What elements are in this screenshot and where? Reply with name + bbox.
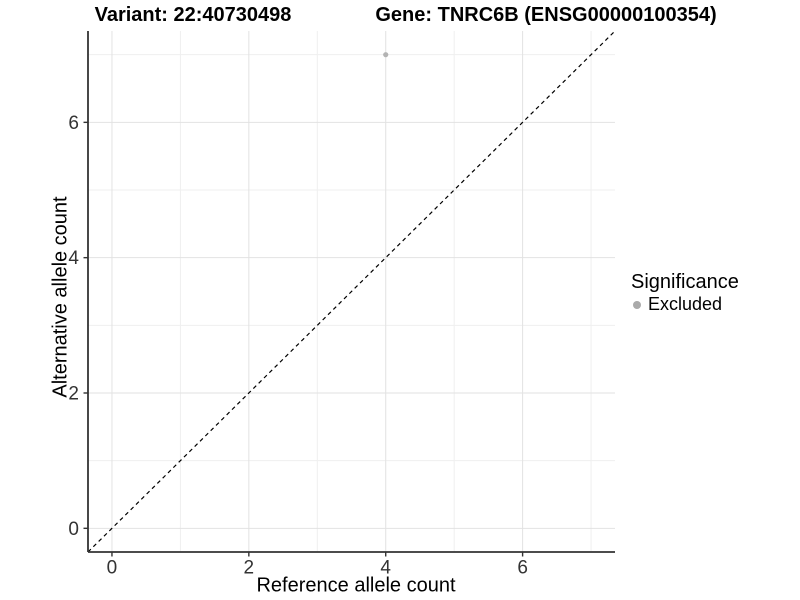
- x-tick-label: 0: [107, 558, 118, 579]
- x-tick-label: 2: [244, 558, 255, 579]
- axis-lines: [87, 31, 615, 553]
- excluded-point-icon: [633, 300, 641, 309]
- y-tick-label: 6: [68, 113, 79, 134]
- axis-tick-marks: [83, 121, 524, 557]
- plot-title-gene: Gene: TNRC6B (ENSG00000100354): [375, 4, 717, 26]
- data-points: [383, 52, 389, 58]
- legend-item-excluded: Excluded: [633, 294, 739, 315]
- identity-line: [87, 30, 616, 553]
- major-gridlines: [88, 31, 615, 552]
- legend-item-label: Excluded: [648, 294, 723, 314]
- scatter-point-excluded: [383, 52, 389, 58]
- x-axis-title: Reference allele count: [256, 574, 456, 597]
- y-tick-label: 0: [68, 519, 79, 540]
- y-tick-label: 4: [68, 248, 79, 269]
- legend: Significance Excluded: [631, 271, 739, 315]
- identity-dashed-line: [87, 30, 616, 553]
- y-axis-title: Alternative allele count: [49, 196, 72, 398]
- x-tick-label: 6: [517, 558, 528, 579]
- plot-title-variant: Variant: 22:40730498: [94, 4, 292, 26]
- y-tick-label: 2: [68, 383, 79, 404]
- minor-gridlines: [88, 31, 615, 552]
- axis-tick-labels: 0 2 4 6 0 2 4 6: [68, 113, 527, 579]
- legend-title: Significance: [631, 271, 739, 293]
- x-tick-label: 4: [380, 558, 391, 579]
